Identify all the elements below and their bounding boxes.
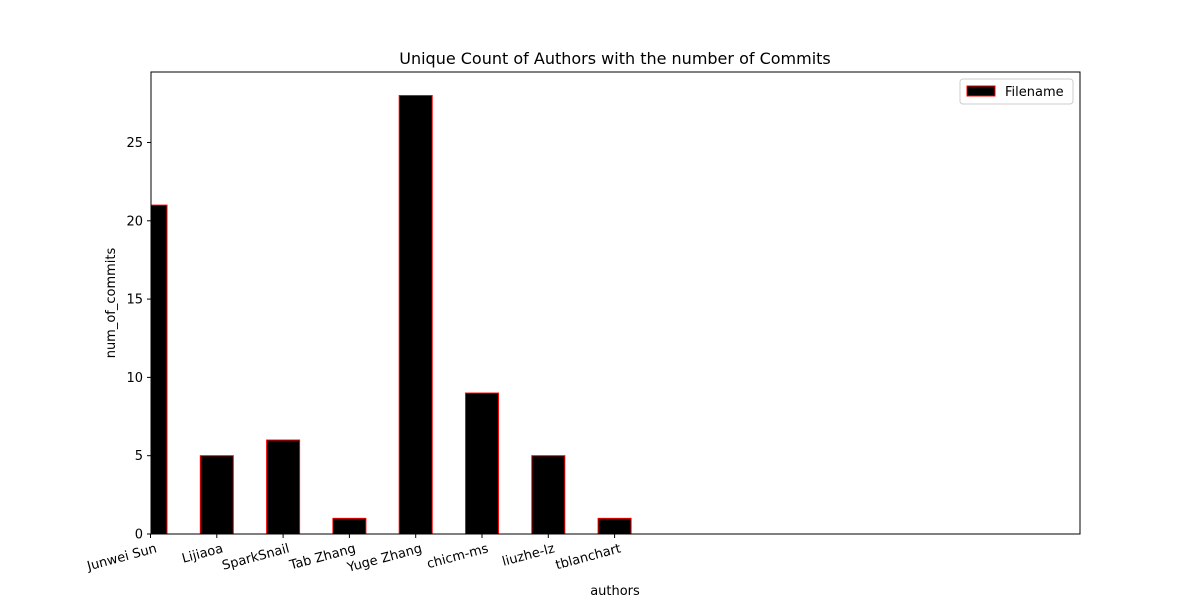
legend-label: Filename <box>1005 85 1064 100</box>
y-axis: 0 5 10 15 20 25 <box>126 136 151 543</box>
y-tick-label: 10 <box>126 371 143 386</box>
x-tick-label: liuzhe-lz <box>501 541 557 569</box>
bar-tab-zhang <box>332 517 367 534</box>
x-tick-label: Junwei Sun <box>85 541 159 574</box>
legend: Filename <box>959 78 1074 105</box>
x-tick-label: Yuge Zhang <box>345 541 424 576</box>
y-tick-label: 25 <box>126 136 143 151</box>
y-tick-label: 0 <box>135 528 143 543</box>
y-tick-label: 5 <box>135 449 143 464</box>
bar-junwei-sun <box>151 204 168 534</box>
legend-frame <box>959 78 1074 105</box>
plot-frame <box>150 71 1081 535</box>
y-axis-label: num_of_commits <box>104 247 119 358</box>
legend-swatch <box>966 85 996 97</box>
bar-lijiaoa <box>199 455 234 534</box>
bar-chicm-ms <box>465 392 499 534</box>
bar-yuge-zhang <box>398 94 433 534</box>
chart-title: Unique Count of Authors with the number … <box>399 49 831 68</box>
bar-group <box>151 94 632 534</box>
bar-tblanchart <box>597 517 632 534</box>
bar-sparksnail <box>266 439 301 534</box>
x-tick-label: Lijiaoa <box>180 541 224 566</box>
y-tick-label: 15 <box>126 293 143 308</box>
x-axis-label: authors <box>590 584 640 599</box>
y-tick-label: 20 <box>126 214 143 229</box>
bar-liuzhe-lz <box>531 455 566 534</box>
x-tick-label: SparkSnail <box>221 541 292 573</box>
x-tick-label: tblanchart <box>554 541 623 573</box>
x-tick-label: chicm-ms <box>425 541 490 572</box>
